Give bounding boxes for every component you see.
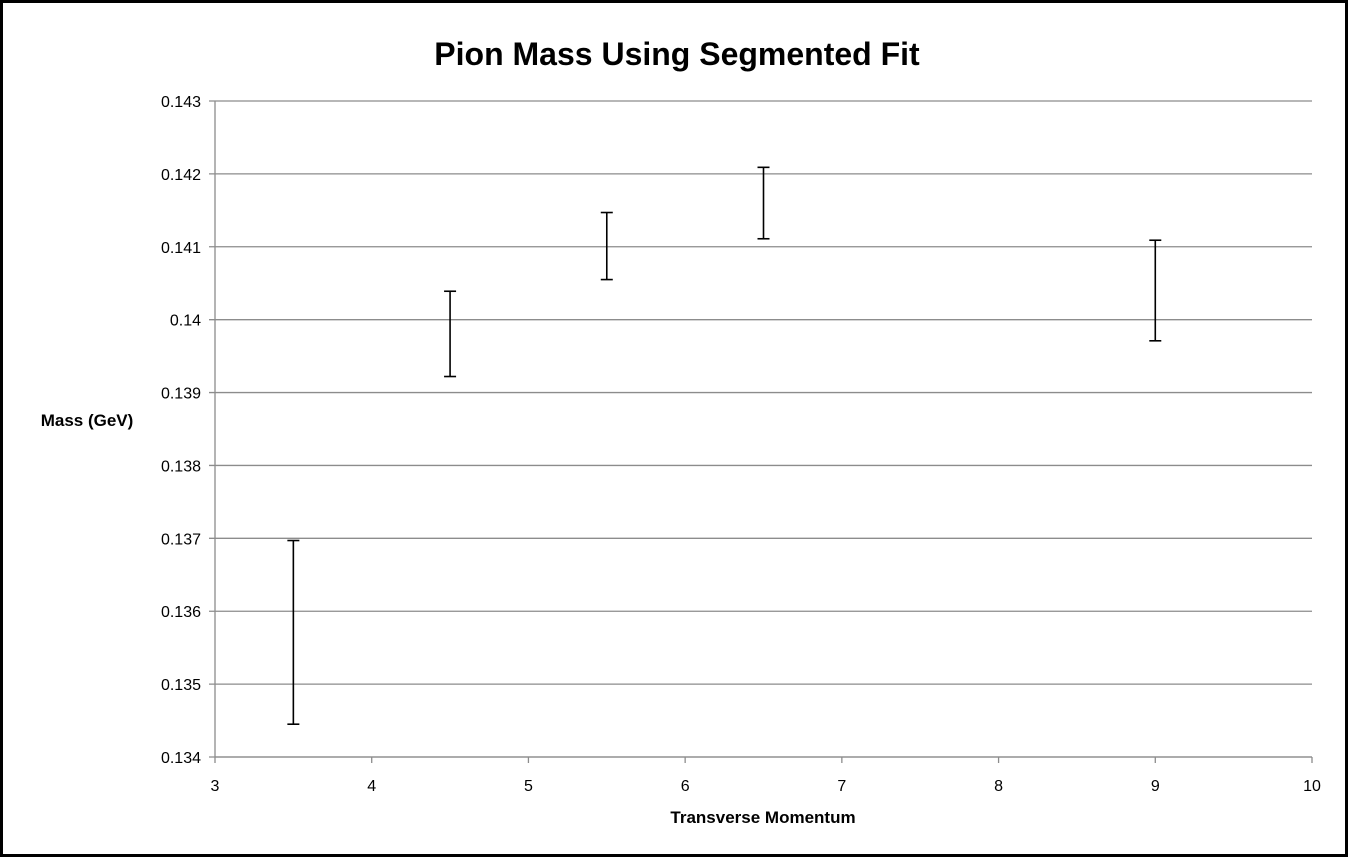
grid-lines <box>209 100 1312 758</box>
x-tick-label: 6 <box>681 778 690 795</box>
y-tick-label: 0.142 <box>161 167 201 184</box>
x-tick-label: 4 <box>367 778 376 795</box>
y-tick-label: 0.136 <box>161 604 201 621</box>
x-tick-label: 10 <box>1303 778 1321 795</box>
y-tick-label: 0.137 <box>161 531 201 548</box>
chart-title: Pion Mass Using Segmented Fit <box>434 36 920 72</box>
y-tick-label: 0.135 <box>161 677 201 694</box>
tick-labels: 0.134 0.135 0.136 0.137 0.138 0.139 0.14 0.141 0… <box>161 94 1321 795</box>
y-tick-label: 0.138 <box>161 458 201 475</box>
y-tick-label: 0.14 <box>170 313 201 330</box>
error-bar <box>444 290 457 378</box>
x-tick-label: 8 <box>994 778 1003 795</box>
error-bar <box>287 539 300 726</box>
x-tick-label: 5 <box>524 778 533 795</box>
y-tick-label: 0.139 <box>161 386 201 403</box>
y-tick-label: 0.143 <box>161 94 201 111</box>
x-tick-label: 9 <box>1151 778 1160 795</box>
y-tick-label: 0.141 <box>161 240 201 257</box>
error-bar <box>757 166 770 240</box>
x-tick-label: 7 <box>837 778 846 795</box>
axes <box>214 101 1313 763</box>
chart-svg: 0.134 0.135 0.136 0.137 0.138 0.139 0.14 0.141 0… <box>41 36 1321 827</box>
error-bar <box>600 211 613 281</box>
y-axis-label: Mass (GeV) <box>41 411 134 430</box>
x-axis-label: Transverse Momentum <box>670 808 855 827</box>
x-tick-label: 3 <box>211 778 220 795</box>
y-tick-label: 0.134 <box>161 750 201 767</box>
error-bar <box>1149 239 1162 342</box>
error-bars <box>287 166 1162 726</box>
